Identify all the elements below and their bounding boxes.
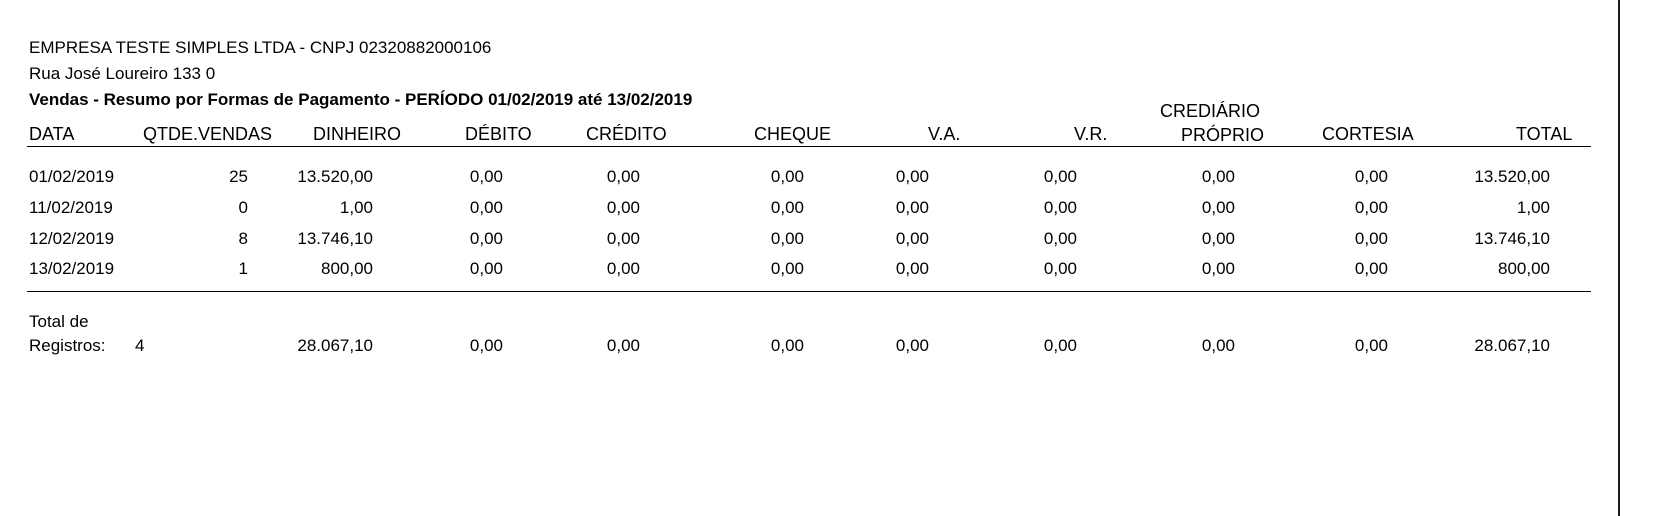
cell-cortesia: 0,00 <box>1354 259 1388 278</box>
col-header-va: V.A. <box>928 124 961 144</box>
cell-vr: 0,00 <box>1043 167 1077 186</box>
total-label-line1: Total de <box>29 312 89 331</box>
col-header-total: TOTAL <box>1516 124 1573 144</box>
cell-crediario: 0,00 <box>1201 167 1235 186</box>
total-crediario: 0,00 <box>1201 336 1235 355</box>
cell-dinheiro: 13.746,10 <box>297 229 373 248</box>
cell-va: 0,00 <box>895 198 929 217</box>
total-cortesia: 0,00 <box>1354 336 1388 355</box>
cell-total: 1,00 <box>1516 198 1550 217</box>
header-divider <box>27 146 1591 147</box>
cell-credito: 0,00 <box>606 167 640 186</box>
col-header-dinheiro: DINHEIRO <box>313 124 402 144</box>
cell-dinheiro: 13.520,00 <box>297 167 373 186</box>
report-page: EMPRESA TESTE SIMPLES LTDA - CNPJ 023208… <box>27 38 1591 355</box>
cell-credito: 0,00 <box>606 259 640 278</box>
total-vr: 0,00 <box>1043 336 1077 355</box>
cell-cheque: 0,00 <box>770 167 804 186</box>
page-gutter <box>1620 0 1655 516</box>
cell-qtde: 25 <box>229 167 248 186</box>
cell-total: 800,00 <box>1498 259 1550 278</box>
cell-cortesia: 0,00 <box>1354 198 1388 217</box>
total-label-line2: Registros: <box>29 336 106 355</box>
col-header-qtde-vendas: QTDE.VENDAS <box>143 124 273 144</box>
total-va: 0,00 <box>895 336 929 355</box>
cell-qtde: 8 <box>238 229 248 248</box>
report-title: Vendas - Resumo por Formas de Pagamento … <box>29 90 693 109</box>
totals-divider <box>27 291 1591 292</box>
cell-vr: 0,00 <box>1043 198 1077 217</box>
cell-credito: 0,00 <box>606 198 640 217</box>
total-total: 28.067,10 <box>1474 336 1550 355</box>
total-cheque: 0,00 <box>770 336 804 355</box>
total-credito: 0,00 <box>606 336 640 355</box>
cell-crediario: 0,00 <box>1201 259 1235 278</box>
cell-data: 12/02/2019 <box>29 229 115 248</box>
cell-cheque: 0,00 <box>770 229 804 248</box>
col-header-crediario-line1: CREDIÁRIO <box>1160 101 1261 121</box>
col-header-data: DATA <box>29 124 75 144</box>
cell-qtde: 0 <box>238 198 248 217</box>
col-header-vr: V.R. <box>1074 124 1108 144</box>
cell-total: 13.746,10 <box>1474 229 1550 248</box>
cell-crediario: 0,00 <box>1201 198 1235 217</box>
address-line: Rua José Loureiro 133 0 <box>29 64 216 83</box>
col-header-cheque: CHEQUE <box>754 124 832 144</box>
cell-data: 13/02/2019 <box>29 259 115 278</box>
cell-debito: 0,00 <box>469 259 503 278</box>
total-count: 4 <box>135 336 145 355</box>
total-debito: 0,00 <box>469 336 503 355</box>
cell-crediario: 0,00 <box>1201 229 1235 248</box>
cell-vr: 0,00 <box>1043 229 1077 248</box>
col-header-credito: CRÉDITO <box>586 124 667 144</box>
company-line: EMPRESA TESTE SIMPLES LTDA - CNPJ 023208… <box>29 38 492 57</box>
col-header-cortesia: CORTESIA <box>1322 124 1414 144</box>
cell-debito: 0,00 <box>469 167 503 186</box>
cell-data: 11/02/2019 <box>29 198 113 217</box>
cell-credito: 0,00 <box>606 229 640 248</box>
cell-debito: 0,00 <box>469 229 503 248</box>
page-edge-border <box>1618 0 1620 516</box>
cell-va: 0,00 <box>895 259 929 278</box>
cell-dinheiro: 1,00 <box>339 198 373 217</box>
cell-cortesia: 0,00 <box>1354 167 1388 186</box>
col-header-debito: DÉBITO <box>465 124 532 144</box>
cell-va: 0,00 <box>895 167 929 186</box>
cell-dinheiro: 800,00 <box>321 259 373 278</box>
cell-cortesia: 0,00 <box>1354 229 1388 248</box>
col-header-crediario-line2: PRÓPRIO <box>1181 125 1265 145</box>
cell-cheque: 0,00 <box>770 259 804 278</box>
cell-qtde: 1 <box>238 259 248 278</box>
cell-total: 13.520,00 <box>1474 167 1550 186</box>
cell-cheque: 0,00 <box>770 198 804 217</box>
cell-vr: 0,00 <box>1043 259 1077 278</box>
cell-va: 0,00 <box>895 229 929 248</box>
cell-debito: 0,00 <box>469 198 503 217</box>
cell-data: 01/02/2019 <box>29 167 115 186</box>
total-dinheiro: 28.067,10 <box>297 336 373 355</box>
